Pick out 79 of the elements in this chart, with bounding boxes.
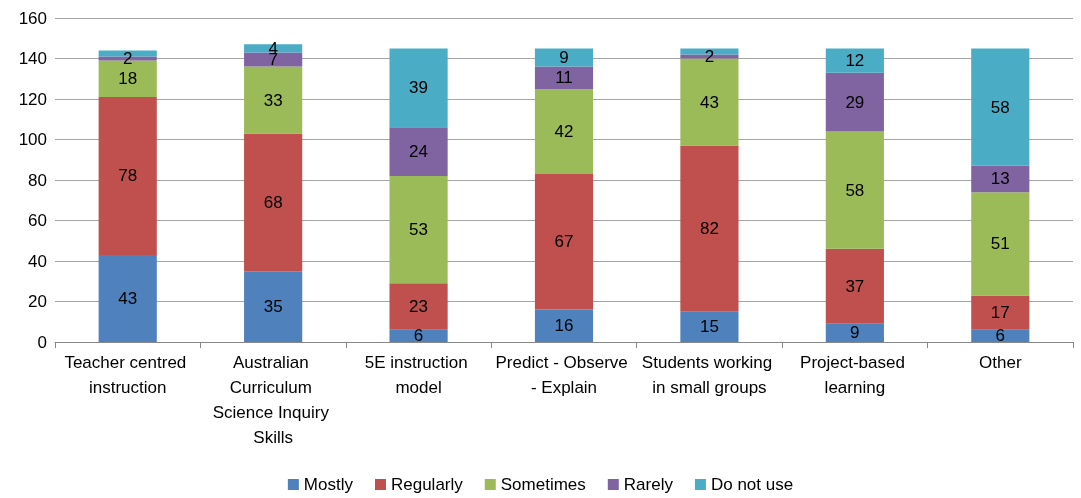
x-tick-label: 5E instruction model [364, 353, 473, 397]
data-label: 9 [559, 47, 569, 67]
legend-label: Regularly [390, 475, 464, 494]
data-label: 6 [995, 326, 1006, 346]
data-label: 51 [990, 234, 1010, 254]
data-label: 43 [118, 288, 138, 308]
bar [971, 48, 1030, 166]
data-label: 82 [699, 219, 719, 239]
data-label: 33 [263, 90, 283, 110]
y-tick-label: 40 [28, 251, 47, 271]
y-tick-label: 140 [18, 49, 47, 68]
data-label: 24 [409, 142, 429, 162]
bar [389, 127, 448, 176]
bar [98, 96, 157, 255]
data-label: 58 [990, 97, 1010, 117]
bar [244, 133, 303, 272]
bar [825, 248, 884, 324]
data-label: 2 [704, 46, 715, 66]
y-tick-label: 20 [28, 292, 47, 311]
bar [825, 131, 884, 249]
bar [825, 323, 884, 342]
y-tick-label: 100 [18, 130, 47, 149]
data-label: 43 [699, 92, 719, 112]
y-tick-label: 120 [18, 89, 47, 109]
legend-label: Mostly [303, 475, 354, 494]
y-tick-label: 0 [37, 332, 47, 352]
x-tick-label: Teacher centred instruction [64, 353, 192, 397]
legend-label: Rarely [623, 475, 674, 494]
data-label: 9 [850, 323, 860, 343]
data-label: 35 [263, 297, 283, 317]
data-label: 37 [845, 276, 865, 296]
bar [534, 309, 594, 342]
bar [971, 192, 1030, 296]
data-label: 13 [990, 169, 1010, 189]
data-label: 58 [845, 180, 865, 200]
y-tick-label: 80 [28, 170, 47, 190]
data-label: 16 [554, 316, 574, 336]
y-tick-label: 160 [18, 8, 47, 28]
bar [534, 66, 594, 89]
bar [389, 329, 448, 342]
x-tick-label: Project-based learning [800, 353, 910, 397]
bar [244, 52, 303, 67]
data-label: 15 [699, 317, 719, 337]
data-label: 39 [409, 78, 429, 98]
data-label: 78 [118, 166, 138, 186]
bar [971, 295, 1030, 330]
y-tick-label: 60 [28, 211, 47, 230]
bar [244, 271, 303, 342]
data-label: 67 [554, 232, 574, 252]
data-label: 42 [554, 121, 574, 141]
x-tick-label: Students working in small groups [641, 353, 777, 397]
data-label: 53 [409, 220, 429, 240]
data-label: 17 [990, 303, 1010, 323]
data-label: 68 [263, 192, 283, 212]
bar [389, 175, 448, 284]
bar [680, 145, 739, 312]
bar [825, 48, 884, 73]
x-tick-label: Predict - Observe - Explain [495, 353, 633, 397]
x-tick-label: Australian Curriculum Science Inquiry Skills [212, 353, 334, 447]
bar [389, 48, 448, 128]
legend-label: Sometimes [500, 475, 586, 494]
bar [389, 283, 448, 330]
bar [680, 311, 739, 342]
data-label: 29 [845, 92, 865, 112]
bar [534, 48, 594, 67]
data-label: 11 [555, 68, 573, 88]
bar [534, 88, 594, 174]
legend-label: Do not use [710, 475, 794, 494]
data-label: 18 [118, 69, 138, 89]
bar [244, 66, 303, 134]
data-label: 23 [409, 297, 429, 317]
data-label: 2 [122, 49, 133, 68]
bar [825, 72, 884, 132]
data-label: 6 [413, 326, 424, 346]
bar [971, 165, 1030, 193]
bar [98, 254, 157, 342]
bar [534, 173, 594, 310]
data-label: 12 [845, 51, 865, 71]
x-tick-label: Other [979, 353, 1022, 372]
